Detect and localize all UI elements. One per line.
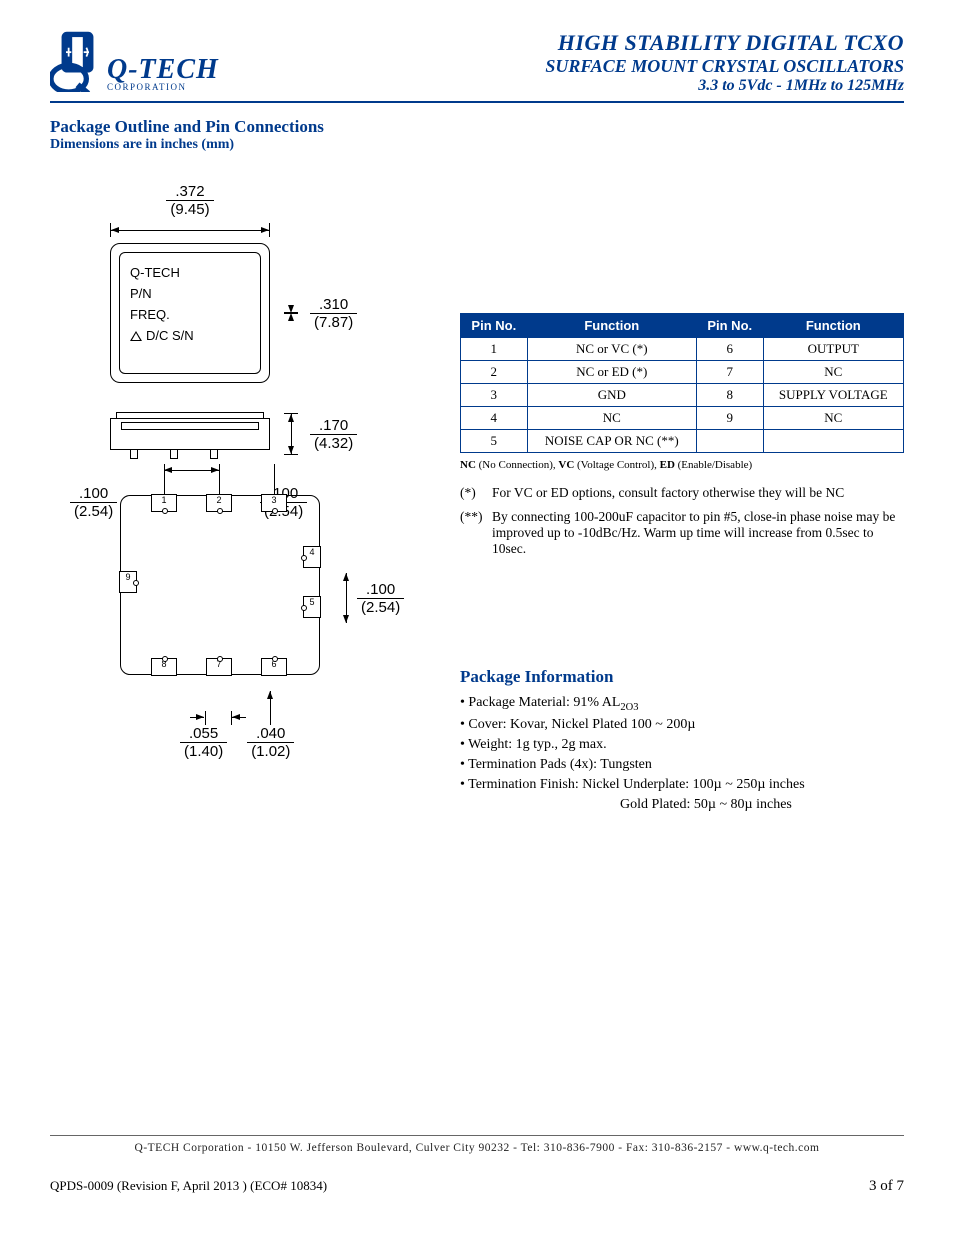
dim-pitch-left: .100 (2.54) (70, 485, 117, 520)
pin-function-table: Pin No.FunctionPin No.Function 1NC or VC… (460, 313, 904, 453)
pin-6: 6 (261, 658, 287, 676)
title-line-2: SURFACE MOUNT CRYSTAL OSCILLATORS (545, 56, 904, 77)
package-top-view: .372 (9.45) Q-TECH P/N FREQ. D/C S/N (110, 183, 430, 383)
header-titles: HIGH STABILITY DIGITAL TCXO SURFACE MOUN… (545, 30, 904, 95)
logo-block: Q-TECH CORPORATION (50, 30, 219, 92)
pin-table-header: Pin No. (461, 314, 528, 338)
pin-table-header: Function (527, 314, 696, 338)
section-heading: Package Outline and Pin Connections (50, 117, 904, 137)
logo-corporation: CORPORATION (107, 82, 219, 92)
header-rule (50, 101, 904, 103)
dim-pitch-side: .100 (2.54) (357, 581, 404, 616)
page-header: Q-TECH CORPORATION HIGH STABILITY DIGITA… (50, 30, 904, 95)
footer-rule (50, 1135, 904, 1136)
pin-4: 4 (303, 546, 321, 568)
pkg-item: • Weight: 1g typ., 2g max. (460, 737, 904, 753)
pkg-item: • Package Material: 91% AL2O3 (460, 695, 904, 713)
package-marking: Q-TECH P/N FREQ. D/C S/N (119, 252, 261, 374)
pkg-item: • Cover: Kovar, Nickel Plated 100 ~ 200µ (460, 717, 904, 733)
section-subheading: Dimensions are in inches (mm) (50, 137, 904, 153)
triangle-icon (130, 331, 142, 341)
pin-9: 9 (119, 571, 137, 593)
qtech-logo-icon (50, 30, 105, 92)
dim-pad-width: .055 (1.40) (180, 725, 227, 760)
pkg-item: • Termination Finish: Nickel Underplate:… (460, 777, 904, 793)
package-side-view: .170 (4.32) (110, 413, 430, 455)
dim-pad-gap: .040 (1.02) (247, 725, 294, 760)
pkg-item: • Termination Pads (4x): Tungsten (460, 757, 904, 773)
table-row: 3GND8SUPPLY VOLTAGE (461, 384, 904, 407)
drawings-column: .372 (9.45) Q-TECH P/N FREQ. D/C S/N (50, 183, 430, 817)
pin-2: 2 (206, 494, 232, 512)
footer-revision: QPDS-0009 (Revision F, April 2013 ) (ECO… (50, 1178, 327, 1195)
package-info-list: • Package Material: 91% AL2O3 • Cover: K… (460, 695, 904, 813)
pin-table-header: Function (763, 314, 903, 338)
page-footer: Q-TECH Corporation - 10150 W. Jefferson … (50, 1135, 904, 1195)
package-bottom-view: .100 (2.54) .100 (2.54) 1 2 3 4 5 6 7 8 … (70, 495, 430, 675)
pin-table-header: Pin No. (696, 314, 763, 338)
dim-height: .310 (7.87) (310, 296, 357, 331)
pin-table-caption: NC (No Connection), VC (Voltage Control)… (460, 459, 904, 471)
dim-width: .372 (9.45) (166, 183, 213, 218)
footer-company-line: Q-TECH Corporation - 10150 W. Jefferson … (50, 1142, 904, 1154)
table-row: 2NC or ED (*)7NC (461, 361, 904, 384)
title-line-3: 3.3 to 5Vdc - 1MHz to 125MHz (545, 77, 904, 95)
table-row: 5NOISE CAP OR NC (**) (461, 430, 904, 453)
info-column: Pin No.FunctionPin No.Function 1NC or VC… (460, 183, 904, 817)
package-info-heading: Package Information (460, 667, 904, 687)
table-row: 1NC or VC (*)6OUTPUT (461, 338, 904, 361)
table-row: 4NC9NC (461, 407, 904, 430)
pin-7: 7 (206, 658, 232, 676)
dim-side-height: .170 (4.32) (310, 417, 357, 452)
page-number: 3 of 7 (869, 1178, 904, 1195)
pin-3: 3 (261, 494, 287, 512)
pin-8: 8 (151, 658, 177, 676)
title-line-1: HIGH STABILITY DIGITAL TCXO (545, 30, 904, 56)
pin-5: 5 (303, 596, 321, 618)
logo-name: Q-TECH (107, 57, 219, 82)
table-footnotes: (*) For VC or ED options, consult factor… (460, 485, 904, 557)
pin-1: 1 (151, 494, 177, 512)
pkg-item: Gold Plated: 50µ ~ 80µ inches (460, 797, 904, 813)
